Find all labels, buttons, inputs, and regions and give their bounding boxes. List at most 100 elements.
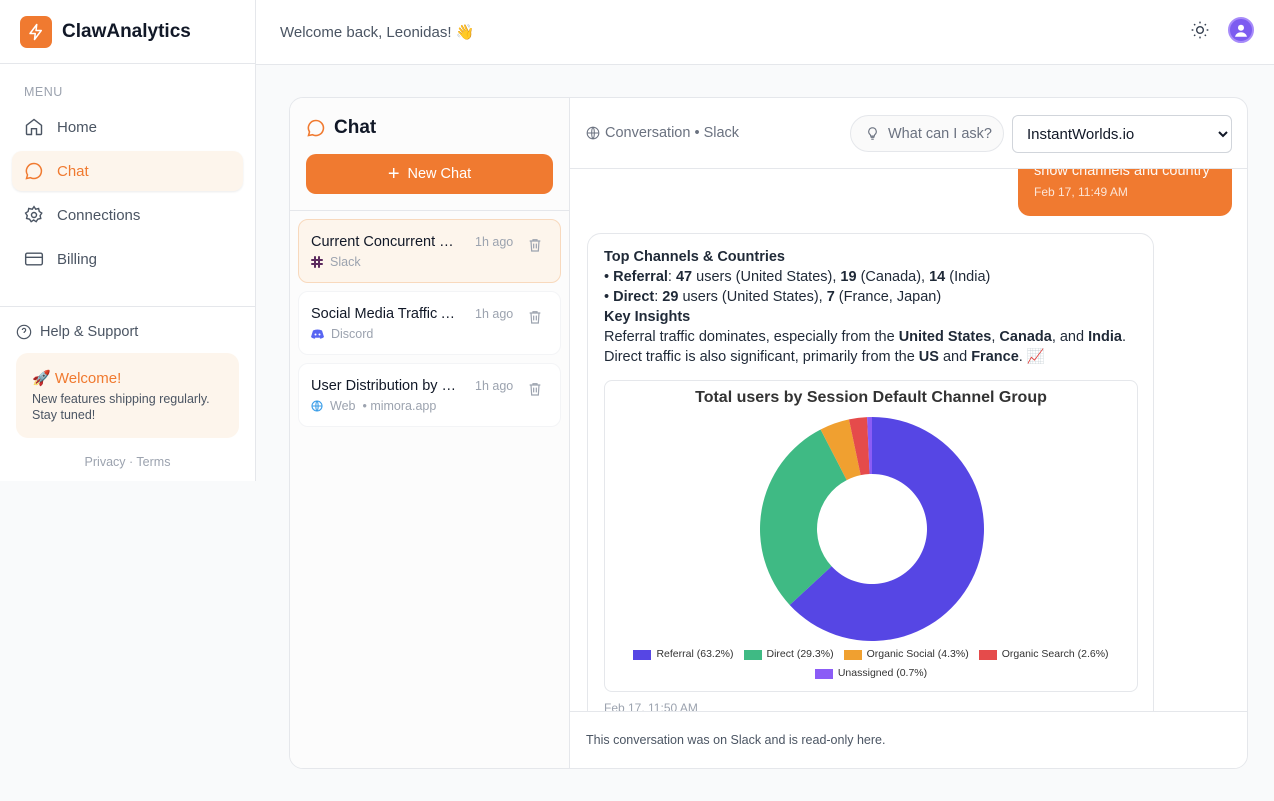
legend-item: Unassigned (0.7%)	[814, 666, 928, 681]
breadcrumb: Conversation • Slack	[586, 125, 739, 141]
legend-label: Unassigned (0.7%)	[837, 667, 928, 679]
conversation-time: 1h ago	[475, 235, 514, 249]
message-line: Referral traffic dominates, especially f…	[604, 329, 1126, 345]
welcome-title: 🚀 Welcome!	[32, 370, 122, 387]
welcome-card: 🚀 Welcome! New features shipping regular…	[16, 353, 239, 438]
conversation-time: 1h ago	[475, 307, 514, 321]
conversation-panel: Conversation • Slack What can I ask? Ins…	[570, 98, 1247, 768]
sidebar-item-label: Connections	[57, 206, 141, 224]
legend-label: Direct (29.3%)	[766, 648, 834, 660]
trash-icon[interactable]	[527, 237, 543, 253]
conversation-item[interactable]: Social Media Traffic Analysis 1h ago Dis…	[298, 291, 561, 355]
sidebar-item-label: Billing	[57, 250, 98, 268]
credit-card-icon	[24, 252, 44, 266]
app-name: ClawAnalytics	[62, 20, 191, 42]
sidebar-item-label: Chat	[57, 162, 89, 180]
legend-item: Referral (63.2%)	[633, 647, 734, 662]
sidebar: ClawAnalytics MENU Home Chat Connections…	[0, 0, 256, 481]
user-message: show channels and country Feb 17, 11:49 …	[1018, 169, 1232, 216]
help-icon	[16, 324, 32, 340]
privacy-link[interactable]: Privacy	[84, 455, 126, 469]
breadcrumb-text: Conversation • Slack	[605, 125, 740, 141]
conversation-list-panel: Chat + New Chat Current Concurrent Users …	[290, 98, 570, 768]
ask-label: What can I ask?	[888, 125, 992, 142]
user-icon	[1235, 24, 1247, 37]
greeting: Welcome back, Leonidas! 👋	[280, 24, 475, 41]
conversation-title: User Distribution by Country	[311, 378, 463, 394]
legend-label: Organic Search (2.6%)	[1001, 648, 1109, 660]
avatar[interactable]	[1228, 17, 1254, 43]
lightning-icon	[20, 15, 52, 48]
conversation-title: Current Concurrent Users	[311, 234, 463, 250]
lightbulb-icon	[868, 127, 877, 140]
sidebar-item-chat[interactable]: Chat	[12, 151, 243, 191]
message-text: show channels and country	[1034, 169, 1210, 179]
conversation-time: 1h ago	[475, 379, 514, 393]
conversation-item[interactable]: Current Concurrent Users 1h ago Slack	[298, 219, 561, 283]
plus-icon: +	[387, 163, 400, 185]
legend-swatch	[743, 649, 762, 660]
assistant-message: Top Channels & Countries • Referral: 47 …	[587, 233, 1154, 712]
slice-direct	[760, 429, 847, 605]
sidebar-item-connections[interactable]: Connections	[12, 195, 243, 235]
slice-organic-social	[820, 419, 861, 481]
sidebar-item-label: Home	[57, 118, 98, 136]
home-icon	[25, 118, 43, 136]
help-label: Help & Support	[40, 324, 139, 340]
chat-card: Chat + New Chat Current Concurrent Users …	[289, 97, 1248, 769]
legend-item: Organic Social (4.3%)	[843, 647, 969, 662]
new-chat-button[interactable]: + New Chat	[306, 154, 553, 194]
conversation-site: • mimora.app	[362, 399, 437, 413]
legend-swatch	[814, 668, 833, 679]
legend-swatch	[633, 649, 652, 660]
globe-icon	[586, 126, 600, 140]
brand: ClawAnalytics	[0, 0, 255, 64]
legend-item: Direct (29.3%)	[743, 647, 834, 662]
legend-label: Referral (63.2%)	[656, 648, 734, 660]
conversation-item[interactable]: User Distribution by Country 1h ago Web •…	[298, 363, 561, 427]
conversation-source: Web	[330, 399, 356, 413]
conversation-source: Discord	[331, 327, 374, 341]
help-support-link[interactable]: Help & Support	[16, 324, 255, 340]
conversation-title: Social Media Traffic Analysis	[311, 306, 463, 322]
chat-icon	[25, 162, 43, 180]
top-bar: Welcome back, Leonidas! 👋	[256, 0, 1274, 65]
trash-icon[interactable]	[527, 309, 543, 325]
chart: Total users by Session Default Channel G…	[604, 380, 1138, 692]
message-time: Feb 17, 11:50 AM	[604, 701, 698, 712]
slice-organic-search	[848, 417, 870, 476]
chart-title: Total users by Session Default Channel G…	[695, 389, 1047, 406]
menu-label: MENU	[24, 85, 63, 99]
terms-link[interactable]: Terms	[136, 455, 171, 469]
message-line: • Referral: 47 users (United States), 19…	[604, 269, 991, 285]
conversation-source: Slack	[330, 255, 361, 269]
site-select[interactable]: InstantWorlds.io	[1012, 115, 1232, 153]
trash-icon[interactable]	[527, 381, 543, 397]
message-time: Feb 17, 11:49 AM	[1034, 185, 1128, 199]
legend-swatch	[843, 649, 862, 660]
read-only-notice: This conversation was on Slack and is re…	[570, 711, 1247, 768]
legend-item: Organic Search (2.6%)	[978, 647, 1109, 662]
chart-legend: Referral (63.2%) Direct (29.3%) Organic So…	[605, 647, 1137, 681]
message-heading: Top Channels & Countries	[604, 249, 785, 265]
slack-icon	[311, 256, 323, 268]
sidebar-item-billing[interactable]: Billing	[12, 239, 243, 279]
sidebar-item-home[interactable]: Home	[12, 107, 243, 147]
donut-chart	[760, 417, 984, 641]
gear-icon	[24, 205, 43, 223]
legend-label: Organic Social (4.3%)	[866, 648, 969, 660]
insights-heading: Key Insights	[604, 309, 691, 325]
legend-swatch	[978, 649, 997, 660]
welcome-text: New features shipping regularly. Stay tu…	[32, 392, 210, 422]
message-line: • Direct: 29 users (United States), 7 (F…	[604, 289, 942, 305]
discord-icon	[311, 329, 324, 339]
what-can-i-ask-button[interactable]: What can I ask?	[850, 115, 1004, 152]
chat-icon	[307, 119, 325, 137]
panel-title: Chat	[334, 117, 377, 138]
slice-referral	[789, 417, 984, 641]
message-line: Direct traffic is also significant, prim…	[604, 349, 1045, 365]
message-list[interactable]: show channels and country Feb 17, 11:49 …	[570, 169, 1247, 712]
sun-icon[interactable]	[1190, 20, 1210, 40]
globe-icon	[311, 400, 323, 412]
new-chat-label: New Chat	[407, 166, 472, 182]
